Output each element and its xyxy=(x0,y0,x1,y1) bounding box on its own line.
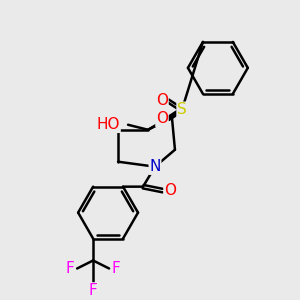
Text: F: F xyxy=(112,261,120,276)
Text: S: S xyxy=(177,102,187,117)
Text: O: O xyxy=(156,93,168,108)
Text: O: O xyxy=(164,183,176,198)
Text: HO: HO xyxy=(97,117,120,132)
Text: N: N xyxy=(149,159,161,174)
Text: F: F xyxy=(89,283,98,298)
Text: O: O xyxy=(156,111,168,126)
Text: F: F xyxy=(66,261,74,276)
